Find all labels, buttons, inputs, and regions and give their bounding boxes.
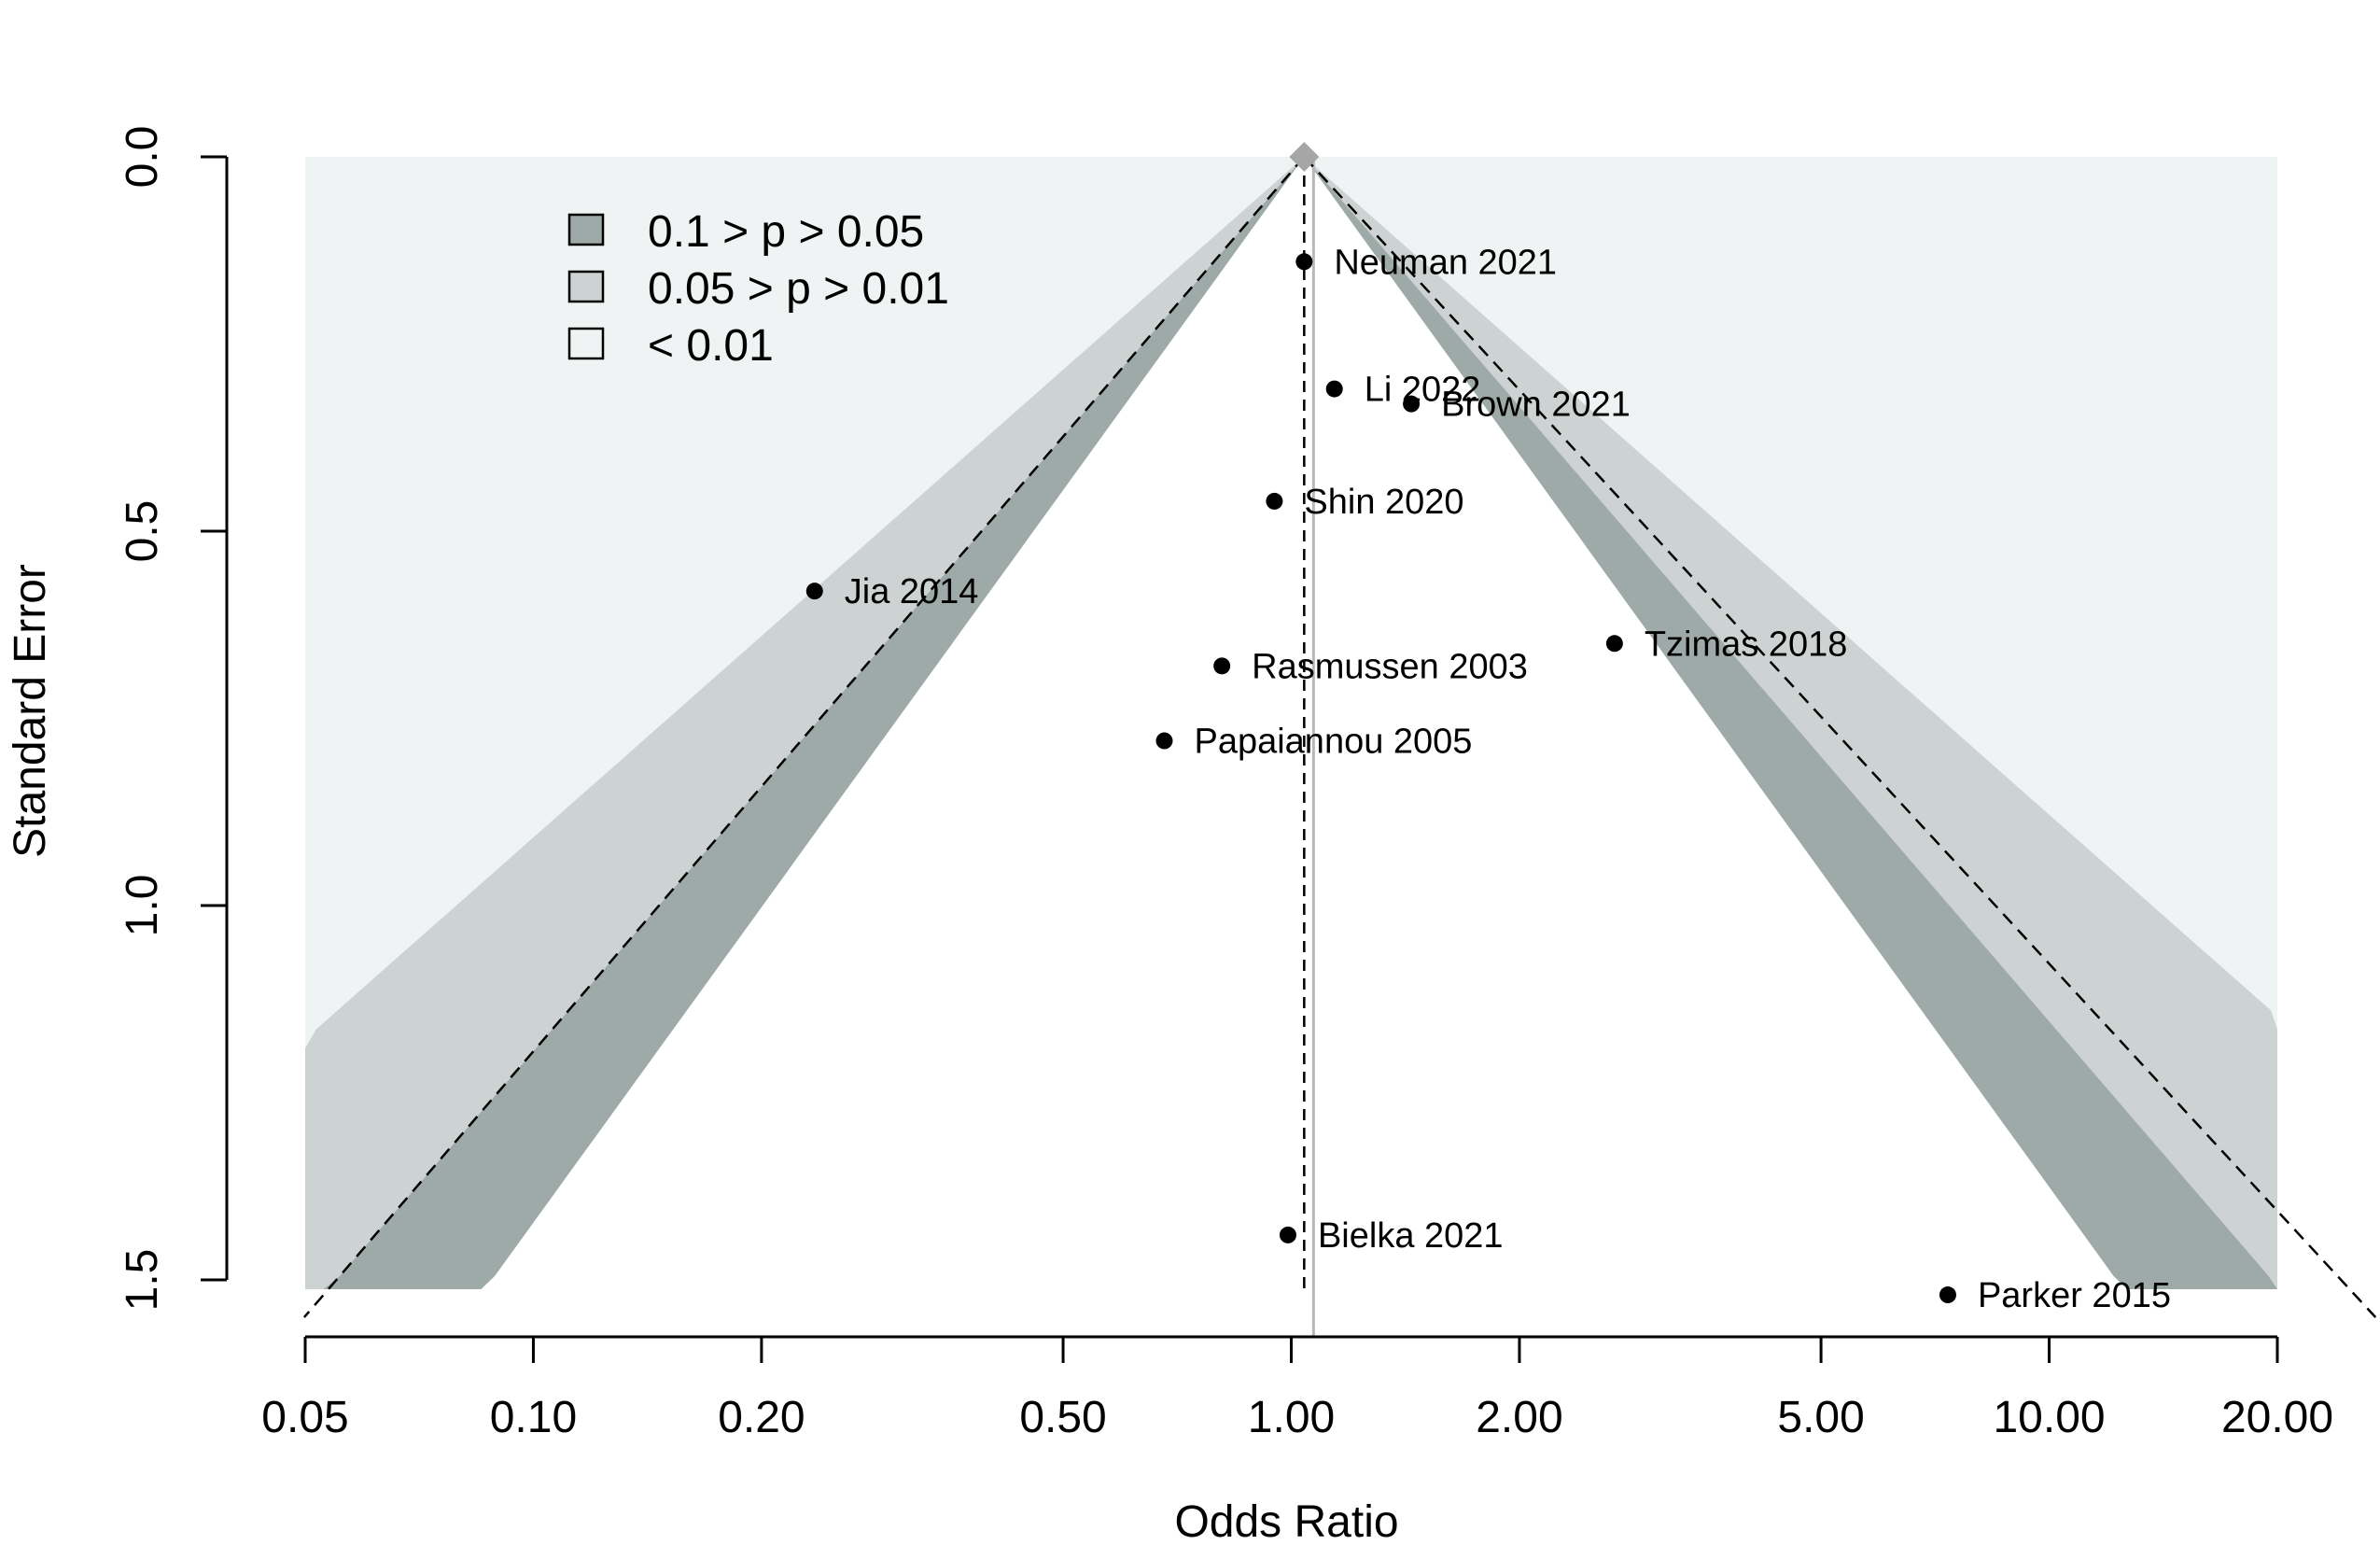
legend-label: 0.05 > p > 0.01 [648, 264, 949, 314]
study-label: Jia 2014 [845, 572, 979, 611]
study-point [1605, 635, 1623, 653]
x-tick-label: 0.50 [1019, 1393, 1106, 1442]
y-tick-label: 1.0 [118, 875, 167, 937]
study-label: Rasmussen 2003 [1252, 647, 1528, 686]
study-point [1295, 253, 1313, 271]
y-tick-label: 1.5 [118, 1249, 167, 1312]
x-tick-label: 1.00 [1248, 1393, 1335, 1442]
study-label: Parker 2015 [1978, 1276, 2171, 1315]
study-point [1403, 395, 1421, 413]
legend-swatch [567, 270, 605, 303]
study-label: Papaiannou 2005 [1194, 723, 1472, 762]
study-label: Li 2022 [1365, 371, 1481, 410]
study-point [1266, 492, 1283, 510]
pooled-estimate-marker [1289, 142, 1320, 172]
ci-line-left [302, 156, 1306, 1318]
study-label: Brown 2021 [1441, 386, 1631, 425]
x-tick-label: 0.20 [718, 1393, 805, 1442]
study-label: Tzimas 2018 [1645, 625, 1848, 664]
axes: 0.05 0.10 0.20 0.50 1.00 2.00 5.00 10.00 20.00 0.… [118, 126, 2333, 1442]
ci-line-right [1303, 156, 2377, 1318]
x-tick-label: 5.00 [1777, 1393, 1864, 1442]
study-label: Bielka 2021 [1318, 1216, 1504, 1256]
y-axis-title: Standard Error [6, 564, 55, 858]
legend: 0.1 > p > 0.05 0.05 > p > 0.01 < 0.01 [567, 207, 949, 371]
study-point [1325, 380, 1343, 398]
study-point [1213, 657, 1231, 675]
x-axis-title: Odds Ratio [1174, 1497, 1398, 1540]
x-tick-label: 10.00 [1993, 1393, 2105, 1442]
study-point [1155, 732, 1173, 750]
study-point [1279, 1226, 1296, 1243]
x-tick-label: 0.05 [261, 1393, 348, 1442]
study-point [1939, 1286, 1956, 1304]
x-tick-label: 0.10 [490, 1393, 577, 1442]
y-tick-label: 0.5 [118, 500, 167, 563]
y-tick-label: 0.0 [118, 126, 167, 189]
legend-swatch [567, 213, 605, 246]
x-tick-label: 20.00 [2221, 1393, 2333, 1442]
legend-label: < 0.01 [648, 321, 774, 371]
funnel-lines [302, 142, 2377, 1337]
x-tick-label: 2.00 [1476, 1393, 1562, 1442]
study-point [805, 583, 823, 600]
legend-swatch [567, 327, 605, 360]
study-label: Shin 2020 [1304, 483, 1463, 522]
study-label: Neuman 2021 [1334, 243, 1557, 282]
legend-label: 0.1 > p > 0.05 [648, 207, 924, 257]
